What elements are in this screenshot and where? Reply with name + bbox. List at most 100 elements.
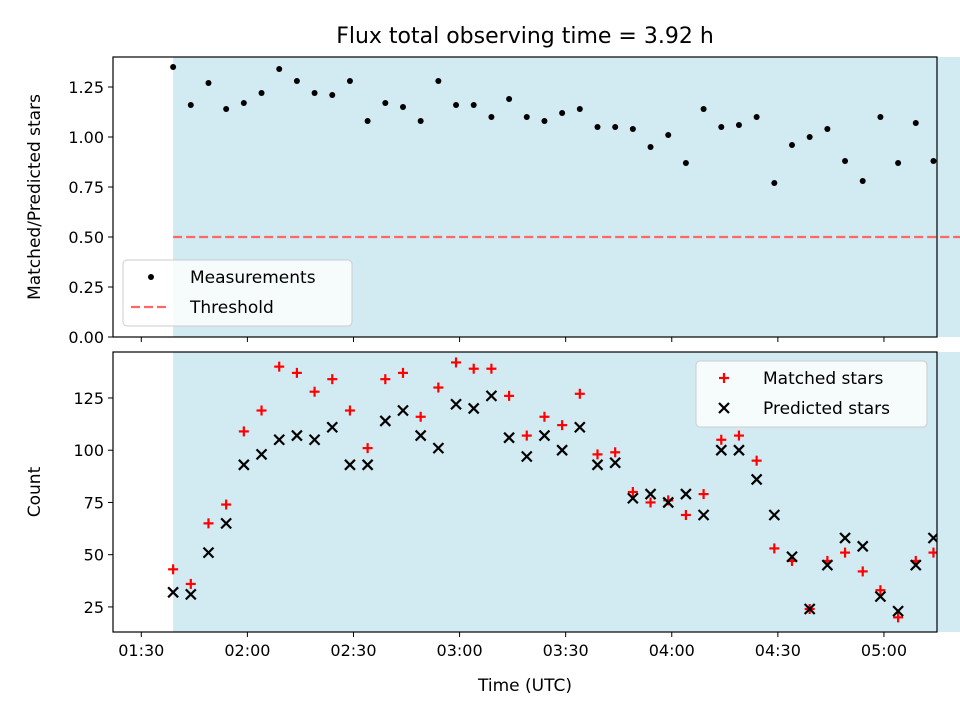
data-point-x-d2 bbox=[432, 442, 445, 454]
counts-panel: 01:30 02:00 02:30 03:00 03:30 04:00 04:30 05:00… bbox=[25, 351, 960, 660]
data-point-dot bbox=[647, 144, 654, 150]
data-point-x bbox=[255, 448, 268, 461]
data-point-x-d2 bbox=[397, 404, 409, 417]
data-point-x bbox=[715, 444, 728, 456]
data-point-plus bbox=[521, 430, 532, 441]
data-point-x bbox=[273, 433, 285, 446]
data-point-dot bbox=[170, 64, 177, 70]
data-point-x-d2 bbox=[503, 431, 515, 444]
plot-frame bbox=[112, 351, 938, 633]
data-point-x-d2 bbox=[238, 459, 250, 471]
legend-box bbox=[122, 259, 353, 327]
data-point-x bbox=[379, 415, 392, 427]
x-axis-label: Time (UTC) bbox=[477, 676, 572, 696]
data-point-x-d2 bbox=[680, 488, 692, 500]
data-point-dot bbox=[895, 160, 902, 166]
plot-frame bbox=[112, 56, 938, 338]
data-point-plus bbox=[238, 426, 249, 437]
data-point-plus bbox=[893, 612, 904, 623]
data-point-x-d2 bbox=[255, 448, 268, 461]
x-tick-label: 05:00 bbox=[861, 641, 907, 660]
data-point-dot bbox=[311, 90, 318, 96]
data-point-dot bbox=[435, 78, 442, 84]
data-point-plus bbox=[380, 374, 391, 385]
data-point-plus bbox=[751, 455, 762, 466]
y-tick-label: 0.50 bbox=[68, 228, 104, 247]
data-point-x-d2 bbox=[591, 459, 604, 471]
data-point-plus bbox=[733, 430, 744, 441]
data-point-dot bbox=[612, 124, 619, 130]
data-point-dot bbox=[399, 104, 406, 110]
data-point-dot bbox=[382, 100, 389, 106]
data-point-plus bbox=[291, 367, 302, 378]
data-point-plus bbox=[769, 543, 780, 554]
data-point-x bbox=[591, 459, 604, 471]
data-point-x bbox=[627, 492, 639, 505]
data-point-x bbox=[185, 588, 197, 601]
y-axis-label: Count bbox=[25, 466, 45, 517]
x-tick-label: 02:00 bbox=[224, 641, 270, 660]
data-point-x bbox=[326, 421, 339, 434]
data-point-x-d2 bbox=[450, 398, 462, 411]
x-tick-label: 02:30 bbox=[330, 641, 376, 660]
data-point-plus bbox=[716, 434, 727, 445]
data-point-dot bbox=[735, 122, 742, 128]
data-point-x bbox=[220, 517, 232, 530]
data-point-plus bbox=[627, 487, 638, 497]
data-point-x-d2 bbox=[874, 590, 887, 603]
data-point-x-d2 bbox=[326, 421, 339, 434]
data-point-x bbox=[202, 546, 215, 559]
data-point-x-d2 bbox=[733, 444, 745, 456]
data-point-x-d2 bbox=[839, 532, 851, 544]
data-point-dot bbox=[665, 132, 672, 138]
data-point-plus bbox=[486, 363, 497, 374]
data-point-dot bbox=[594, 124, 601, 130]
data-point-x bbox=[644, 488, 657, 500]
data-point-x bbox=[167, 586, 179, 599]
x-tick-label: 01:30 bbox=[118, 641, 164, 660]
data-point-dot bbox=[771, 180, 778, 186]
y-tick-label: 0.75 bbox=[68, 178, 104, 197]
data-point-x bbox=[768, 509, 781, 521]
legend-label: Threshold bbox=[189, 298, 274, 318]
data-point-x-d2 bbox=[786, 550, 798, 563]
data-point-dot bbox=[346, 78, 353, 84]
data-point-x-d2 bbox=[538, 429, 551, 442]
y-tick-label: 50 bbox=[84, 546, 104, 565]
data-point-x-d2 bbox=[574, 421, 586, 434]
data-point-x bbox=[874, 590, 887, 603]
data-point-plus bbox=[451, 357, 462, 368]
y-axis-label: Matched/Predicted stars bbox=[25, 94, 45, 300]
data-point-x bbox=[291, 429, 303, 442]
x-tick-label: 03:00 bbox=[437, 641, 483, 660]
data-point-dot bbox=[576, 106, 583, 112]
data-point-x bbox=[556, 444, 568, 456]
data-point-plus bbox=[468, 363, 479, 374]
data-point-plus bbox=[645, 497, 656, 508]
data-point-dot bbox=[930, 158, 937, 164]
data-point-dot bbox=[364, 118, 371, 124]
data-point-plus bbox=[433, 382, 444, 393]
data-point-x bbox=[910, 559, 922, 571]
data-point-dot bbox=[629, 126, 636, 132]
data-point-plus bbox=[415, 411, 426, 422]
legend-label: Measurements bbox=[190, 268, 316, 288]
data-point-x bbox=[856, 540, 869, 553]
data-point-dot bbox=[806, 134, 813, 140]
data-point-x bbox=[397, 404, 409, 417]
data-point-x-d2 bbox=[627, 492, 639, 505]
data-point-x-d2 bbox=[556, 444, 568, 456]
x-tick-label: 03:30 bbox=[543, 641, 589, 660]
data-point-dot bbox=[453, 102, 460, 108]
data-point-plus bbox=[539, 411, 550, 422]
data-point-plus bbox=[397, 367, 408, 378]
data-point-x-d2 bbox=[273, 433, 285, 446]
data-point-x bbox=[432, 442, 445, 454]
data-point-x-d2 bbox=[202, 546, 215, 559]
data-point-x-d2 bbox=[220, 517, 232, 530]
y-tick-label: 100 bbox=[73, 441, 104, 460]
data-point-x bbox=[414, 429, 427, 442]
data-point-x-d2 bbox=[715, 444, 728, 456]
chart-title: Flux total observing time = 3.92 h bbox=[336, 24, 714, 49]
data-point-dot bbox=[470, 102, 477, 108]
